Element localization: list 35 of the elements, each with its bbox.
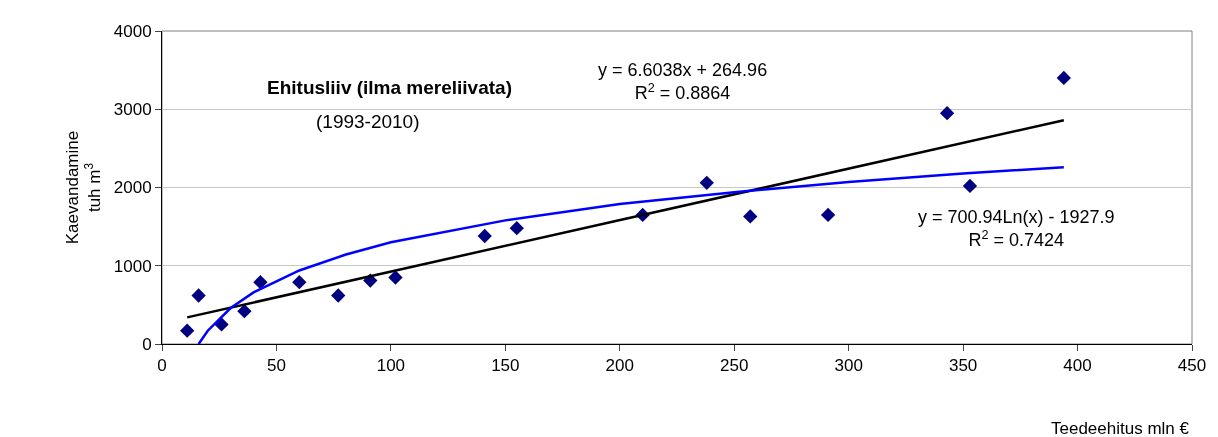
x-tick-label: 150	[491, 356, 520, 376]
x-tick-label: 200	[605, 356, 634, 376]
point	[292, 275, 307, 290]
point	[699, 175, 714, 190]
y-tick-label: 3000	[113, 100, 152, 120]
annotation: Ehitusliiv (ilma mereliivata)	[267, 77, 512, 98]
point	[509, 221, 524, 236]
x-tick-label: 400	[1063, 356, 1092, 376]
point	[962, 178, 978, 194]
x-tick-label: 50	[266, 356, 286, 376]
y-tick-label: 0	[142, 334, 152, 354]
point	[477, 228, 492, 244]
point	[253, 275, 268, 290]
y-tick-label: 4000	[113, 21, 152, 41]
annotation: y = 700.94Ln(x) - 1927.9 R$^{2}$ = 0.7424	[918, 207, 1115, 251]
point	[388, 270, 403, 285]
point	[331, 288, 346, 303]
annotation: (1993-2010)	[316, 111, 420, 132]
x-tick-label: 300	[834, 356, 863, 376]
point	[820, 207, 836, 223]
point	[743, 209, 758, 224]
point	[939, 106, 955, 121]
annotation: y = 6.6038x + 264.96 R$^{2}$ = 0.8864	[598, 60, 768, 104]
x-tick-label: 450	[1177, 356, 1207, 376]
y-tick-label: 1000	[113, 256, 152, 276]
x-axis-title: Teedeehitus mln €	[1051, 419, 1190, 437]
x-tick-label: 100	[376, 356, 406, 376]
x-tick-label: 250	[720, 356, 749, 376]
point	[1056, 70, 1071, 86]
x-tick-label: 350	[948, 356, 978, 376]
point	[191, 288, 206, 303]
y-tick-label: 2000	[113, 178, 152, 198]
x-tick-label: 0	[157, 356, 167, 376]
point	[180, 323, 195, 338]
point	[237, 303, 252, 319]
